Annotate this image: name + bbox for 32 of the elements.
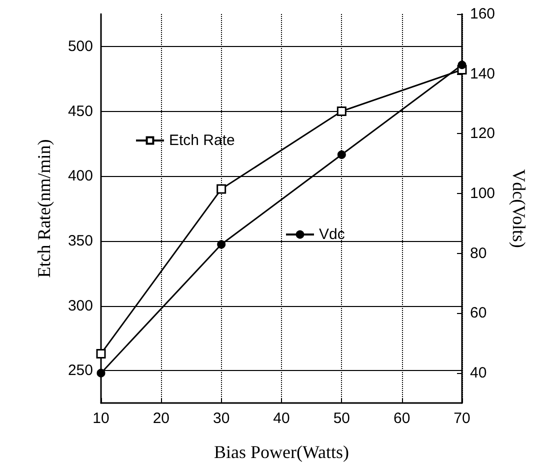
y-tick-label: 500 xyxy=(68,38,93,55)
y2-axis-title: Vdc(Volts) xyxy=(509,169,529,248)
point xyxy=(336,106,346,116)
x-tick-label: 10 xyxy=(92,410,110,427)
y-tick-label: 250 xyxy=(68,362,93,380)
legend-label: Etch Rate xyxy=(169,132,235,149)
y2-tick-label: 100 xyxy=(470,185,496,202)
point xyxy=(217,240,226,249)
legend-label: Vdc xyxy=(319,226,346,243)
y2-tick-label: 160 xyxy=(470,6,496,22)
point xyxy=(96,348,106,358)
x-tick-label: 20 xyxy=(152,410,170,427)
y2-tick-label: 80 xyxy=(470,244,487,262)
point xyxy=(337,150,346,159)
x-tick-label: 70 xyxy=(454,410,470,427)
point xyxy=(216,184,226,194)
y2-tick-label: 120 xyxy=(470,125,496,142)
y-axis-title: Etch Rate(nm/min) xyxy=(34,139,54,278)
x-tick-label: 60 xyxy=(393,410,410,427)
x-tick-label: 40 xyxy=(273,410,290,427)
y-tick-label: 300 xyxy=(68,297,93,314)
point xyxy=(458,60,466,70)
x-tick-label: 30 xyxy=(212,410,230,427)
y-tick-label: 450 xyxy=(68,102,93,120)
x-axis-title: Bias Power(Watts) xyxy=(214,442,350,462)
y-tick-label: 400 xyxy=(68,168,93,185)
x-tick-label: 50 xyxy=(333,410,350,427)
y2-tick-label: 60 xyxy=(470,304,487,322)
y-tick-label: 350 xyxy=(68,232,93,250)
point xyxy=(96,368,106,378)
y2-tick-label: 40 xyxy=(470,364,487,382)
y2-tick-label: 140 xyxy=(470,65,496,82)
